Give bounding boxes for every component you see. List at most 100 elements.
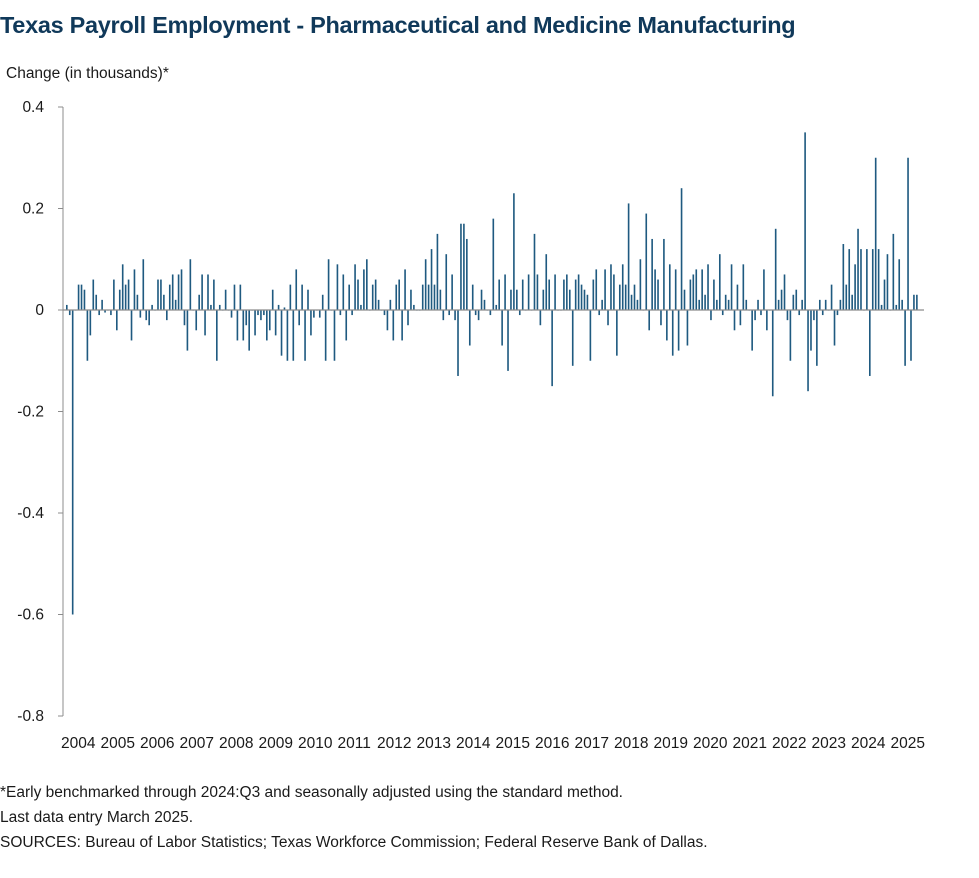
bar (895, 304, 898, 310)
bar (774, 228, 777, 310)
bar (163, 294, 165, 310)
bar (113, 279, 115, 310)
bar (777, 299, 780, 310)
bar (392, 310, 395, 341)
bar (371, 284, 374, 311)
bar (818, 299, 821, 310)
bar (366, 259, 368, 310)
bar (433, 284, 436, 311)
bar (833, 310, 836, 346)
bar (189, 259, 192, 310)
bar (745, 299, 748, 310)
bar (913, 294, 915, 310)
bar (427, 284, 430, 311)
bar (342, 274, 345, 310)
bar (513, 193, 515, 310)
bar (377, 299, 380, 310)
bar (874, 157, 877, 310)
y-tick-label: 0.2 (22, 201, 44, 218)
bar (813, 310, 815, 321)
bar (601, 299, 603, 310)
bar (548, 279, 551, 310)
bar (304, 310, 306, 361)
x-tick-label: 2013 (417, 735, 451, 752)
bar (627, 203, 630, 310)
bar (310, 310, 312, 336)
bar (654, 269, 656, 310)
bar (413, 304, 415, 310)
bar (786, 310, 789, 321)
bar (421, 284, 424, 311)
bar (468, 310, 471, 346)
bar (521, 279, 524, 310)
bar (757, 299, 759, 310)
bar (236, 310, 239, 341)
bar (471, 284, 474, 311)
bar (869, 310, 871, 376)
bar (474, 310, 477, 316)
bar (692, 274, 695, 310)
bar (348, 284, 350, 311)
bar (139, 310, 142, 318)
bar (610, 264, 612, 310)
bar (210, 304, 212, 310)
bar (657, 279, 659, 310)
bar (571, 310, 574, 366)
bar (130, 310, 133, 341)
bar (783, 274, 786, 310)
bar (104, 310, 106, 313)
bar (589, 310, 592, 361)
y-tick-label: 0.4 (22, 99, 44, 116)
bar (648, 310, 651, 331)
bar (224, 289, 227, 310)
bar (860, 249, 862, 310)
bar (674, 269, 677, 310)
bar (689, 279, 692, 310)
bar (395, 284, 398, 311)
bar (633, 284, 636, 311)
bar (807, 310, 809, 392)
bar (171, 274, 174, 310)
x-tick-label: 2019 (654, 735, 688, 752)
bar (151, 304, 153, 310)
bar (504, 274, 506, 310)
bar (389, 299, 392, 310)
bar (174, 299, 177, 310)
bar (142, 259, 145, 310)
bar (801, 299, 803, 310)
bar (198, 294, 200, 310)
chart-title: Texas Payroll Employment - Pharmaceutica… (0, 12, 796, 38)
bar (66, 304, 68, 310)
bar (901, 299, 903, 310)
bar (398, 279, 400, 310)
bar (292, 310, 295, 361)
bar (583, 289, 586, 310)
bar (492, 218, 495, 310)
bar (789, 310, 792, 361)
bar (204, 310, 206, 336)
bar (336, 264, 339, 310)
bar (574, 279, 577, 310)
bar (501, 310, 503, 346)
x-tick-label: 2014 (456, 735, 491, 752)
bar (374, 279, 377, 310)
bar (363, 269, 365, 310)
bar (442, 310, 445, 321)
bar (636, 299, 639, 310)
footnote-sources: SOURCES: Bureau of Labor Statistics; Tex… (0, 834, 708, 851)
bar-chart: 0.4 0.2 0 -0.2 -0.4 -0.6 -0.8 2004 2005 2006 2007… (17, 99, 925, 752)
bar (760, 310, 762, 316)
bar (239, 284, 242, 311)
x-tick-label: 2008 (219, 735, 253, 752)
bar (430, 249, 433, 310)
bar (77, 284, 80, 311)
bar (821, 310, 824, 316)
bar (136, 294, 139, 310)
bar (230, 310, 233, 318)
bar (754, 310, 756, 321)
x-tick-label: 2010 (298, 735, 333, 752)
bar (839, 299, 842, 310)
bar (736, 284, 739, 311)
bar (157, 279, 159, 310)
bar (616, 310, 618, 356)
